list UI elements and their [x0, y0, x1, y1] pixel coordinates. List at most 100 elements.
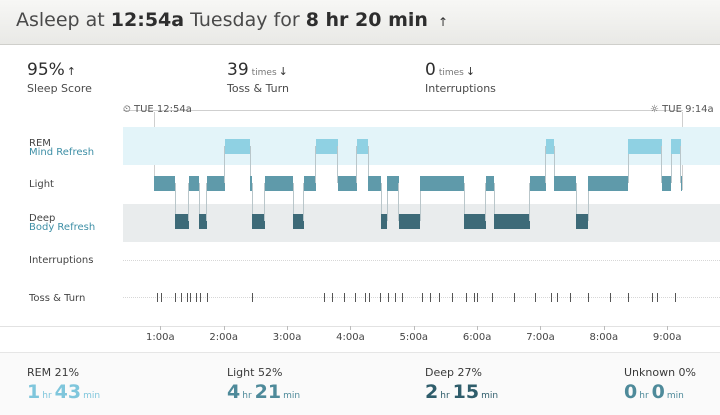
summary-duration: 2 hr 15 min: [425, 381, 501, 403]
x-axis-tick: [413, 326, 415, 330]
toss-turn-tick: [369, 293, 371, 302]
toss-turn-tick: [551, 293, 553, 302]
duration-unit: hr: [440, 391, 450, 401]
stage-transition-line: [575, 183, 577, 221]
duration-number: 15: [452, 381, 480, 403]
deep-stage-segment: [494, 214, 530, 229]
toss-turn-tick: [514, 293, 516, 302]
light-stage-segment: [420, 176, 465, 191]
stage-transition-line: [337, 146, 339, 183]
toss-turn-tick: [206, 293, 208, 302]
rem-stage-segment: [356, 139, 369, 154]
up-arrow-icon: ↑: [437, 15, 449, 29]
toss-turn-tick: [588, 293, 590, 302]
sleep-day: Tuesday: [190, 9, 268, 31]
stage-transition-line: [367, 146, 369, 183]
x-axis-tick-label: 1:00a: [146, 332, 175, 343]
light-stage-segment: [368, 176, 382, 191]
summary-item: Deep 27% 2 hr 15 min: [425, 366, 501, 403]
body-refresh-label: Body Refresh: [29, 222, 96, 233]
start-time-marker: ⏲ TUE 12:54a: [123, 104, 192, 115]
interruptions-value: 0: [425, 60, 436, 80]
toss-turn-tick: [473, 293, 475, 302]
toss-turn-tick: [332, 293, 334, 302]
toss-turn-tick: [365, 293, 367, 302]
duration-unit: min: [283, 391, 301, 401]
alarm-clock-icon: ⏲: [123, 104, 131, 115]
x-axis-tick: [667, 326, 669, 330]
x-axis-tick: [223, 326, 225, 330]
summary-label: Unknown 0%: [624, 366, 697, 379]
interruptions-row-label: Interruptions: [29, 255, 94, 266]
deep-stage-segment: [175, 214, 189, 229]
x-axis-tick-label: 5:00a: [399, 332, 429, 343]
sleep-duration: 8 hr 20 min: [305, 9, 428, 31]
summary-footer: [0, 352, 720, 415]
toss-turn-value: 39: [227, 60, 249, 80]
x-axis-tick: [350, 326, 352, 330]
stage-transition-line: [398, 183, 400, 221]
x-axis-tick-label: 7:00a: [526, 332, 555, 343]
toss-turn-tick: [674, 293, 676, 302]
deep-band: [123, 204, 720, 242]
interruptions-unit: times: [438, 68, 464, 78]
toss-turn-tick: [324, 293, 326, 302]
x-axis-tick: [160, 326, 162, 330]
stage-transition-line: [174, 183, 176, 221]
end-time-label: TUE 9:14a: [662, 104, 714, 115]
light-stage-segment: [387, 176, 399, 191]
duration-number: 4: [227, 381, 241, 403]
stage-transition-line: [315, 146, 317, 183]
light-stage-segment: [250, 176, 253, 191]
toss-turn-tick: [570, 293, 572, 302]
toss-turn-tick: [429, 293, 431, 302]
end-time-marker: ☼ TUE 9:14a: [650, 104, 714, 115]
interruptions-track: [123, 260, 720, 261]
x-axis-tick: [287, 326, 289, 330]
toss-turn-tick: [196, 293, 198, 302]
toss-turn-tick: [175, 293, 177, 302]
toss-turn-tick: [477, 293, 479, 302]
stage-transition-line: [553, 146, 555, 183]
toss-turn-tick: [628, 293, 630, 302]
down-arrow-icon: ↓: [465, 65, 476, 78]
toss-turn-tick: [200, 293, 202, 302]
toss-turn-tick: [610, 293, 612, 302]
light-stage-segment: [661, 176, 672, 191]
toss-turn-unit: times: [251, 68, 277, 78]
light-stage-segment: [337, 176, 357, 191]
toss-turn-row-label: Toss & Turn: [29, 293, 86, 304]
toss-turn-tick: [491, 293, 493, 302]
duration-unit: min: [83, 391, 101, 401]
rem-stage-segment: [671, 139, 681, 154]
toss-turn-tick: [161, 293, 163, 302]
deep-stage-segment: [381, 214, 388, 229]
stage-transition-line: [292, 183, 294, 221]
toss-turn-tick: [557, 293, 559, 302]
summary-item: Unknown 0% 0 hr 0 min: [624, 366, 696, 403]
stage-transition-line: [545, 146, 547, 183]
sleep-score-label: Sleep Score: [27, 82, 92, 95]
toss-turn-tick: [379, 293, 381, 302]
stage-transition-line: [224, 146, 226, 183]
summary-duration: 4 hr 21 min: [227, 381, 303, 403]
x-axis-tick-label: 3:00a: [272, 332, 302, 343]
summary-item: Light 52% 4 hr 21 min: [227, 366, 303, 403]
toss-turn-tick: [181, 293, 183, 302]
duration-number: 2: [425, 381, 439, 403]
light-stage-segment: [188, 176, 200, 191]
toss-turn-tick: [354, 293, 356, 302]
duration-number: 43: [54, 381, 82, 403]
title-for: for: [273, 9, 300, 31]
summary-label: Deep 27%: [425, 366, 482, 379]
duration-unit: hr: [42, 391, 52, 401]
duration-unit: min: [481, 391, 499, 401]
light-stage-segment: [554, 176, 577, 191]
down-arrow-icon: ↓: [278, 65, 288, 78]
sleep-start-time: 12:54a: [110, 9, 185, 31]
duration-unit: hr: [639, 391, 649, 401]
x-axis-tick-label: 4:00a: [336, 332, 365, 343]
deep-stage-segment: [464, 214, 486, 229]
light-stage-segment: [206, 176, 225, 191]
light-stage-segment: [588, 176, 629, 191]
